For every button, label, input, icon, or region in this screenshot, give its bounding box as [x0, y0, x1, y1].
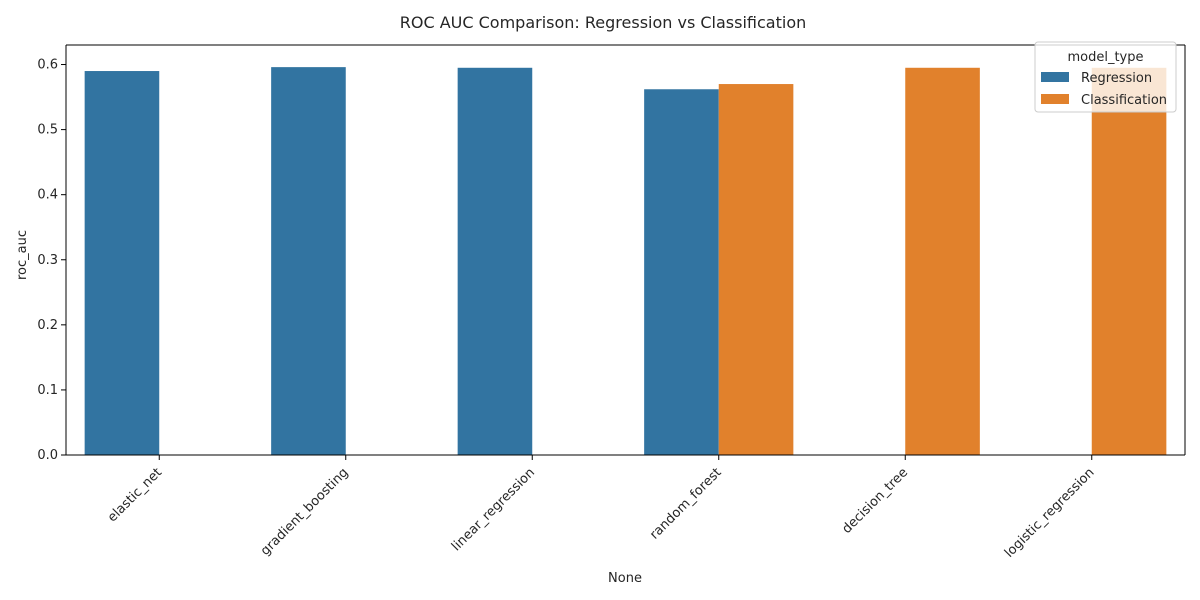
bar-classification-decision_tree: [905, 67, 980, 456]
x-tick-label: decision_tree: [839, 465, 911, 537]
bar-regression-elastic_net: [84, 71, 160, 456]
x-tick-label: random_forest: [647, 465, 724, 542]
legend: model_type Regression Classification: [1034, 41, 1177, 113]
bar-regression-linear_regression: [457, 67, 533, 456]
legend-swatch-regression: [1041, 72, 1069, 82]
y-tick-label: 0.3: [37, 253, 58, 268]
bar-classification-logistic_regression: [1091, 67, 1167, 456]
bar-regression-random_forest: [644, 89, 719, 455]
y-tick-label: 0.6: [37, 58, 58, 73]
x-tick-label: elastic_net: [105, 465, 165, 525]
x-tick-label: linear_regression: [449, 465, 538, 554]
legend-title: model_type: [1067, 50, 1143, 65]
x-tick-label: gradient_boosting: [258, 465, 352, 559]
bar-classification-random_forest: [718, 84, 794, 456]
y-axis-label: roc_auc: [15, 230, 30, 280]
x-tick-label: logistic_regression: [1002, 465, 1098, 561]
bar-regression-gradient_boosting: [271, 67, 346, 455]
legend-swatch-classification: [1041, 94, 1069, 104]
y-tick-label: 0.2: [37, 318, 58, 333]
y-tick-label: 0.5: [37, 123, 58, 138]
plot-area: 0.0 0.1 0.2 0.3 0.4 0.5 0.6 elastic_net gradient…: [37, 44, 1186, 561]
y-tick-label: 0.0: [37, 448, 58, 463]
chart-title: ROC AUC Comparison: Regression vs Classi…: [400, 13, 807, 32]
legend-label-classification: Classification: [1081, 93, 1167, 108]
legend-label-regression: Regression: [1081, 71, 1152, 86]
x-axis-label: None: [608, 571, 642, 586]
legend-box: [1034, 41, 1177, 113]
y-tick-label: 0.1: [37, 383, 58, 398]
y-tick-label: 0.4: [37, 188, 58, 203]
